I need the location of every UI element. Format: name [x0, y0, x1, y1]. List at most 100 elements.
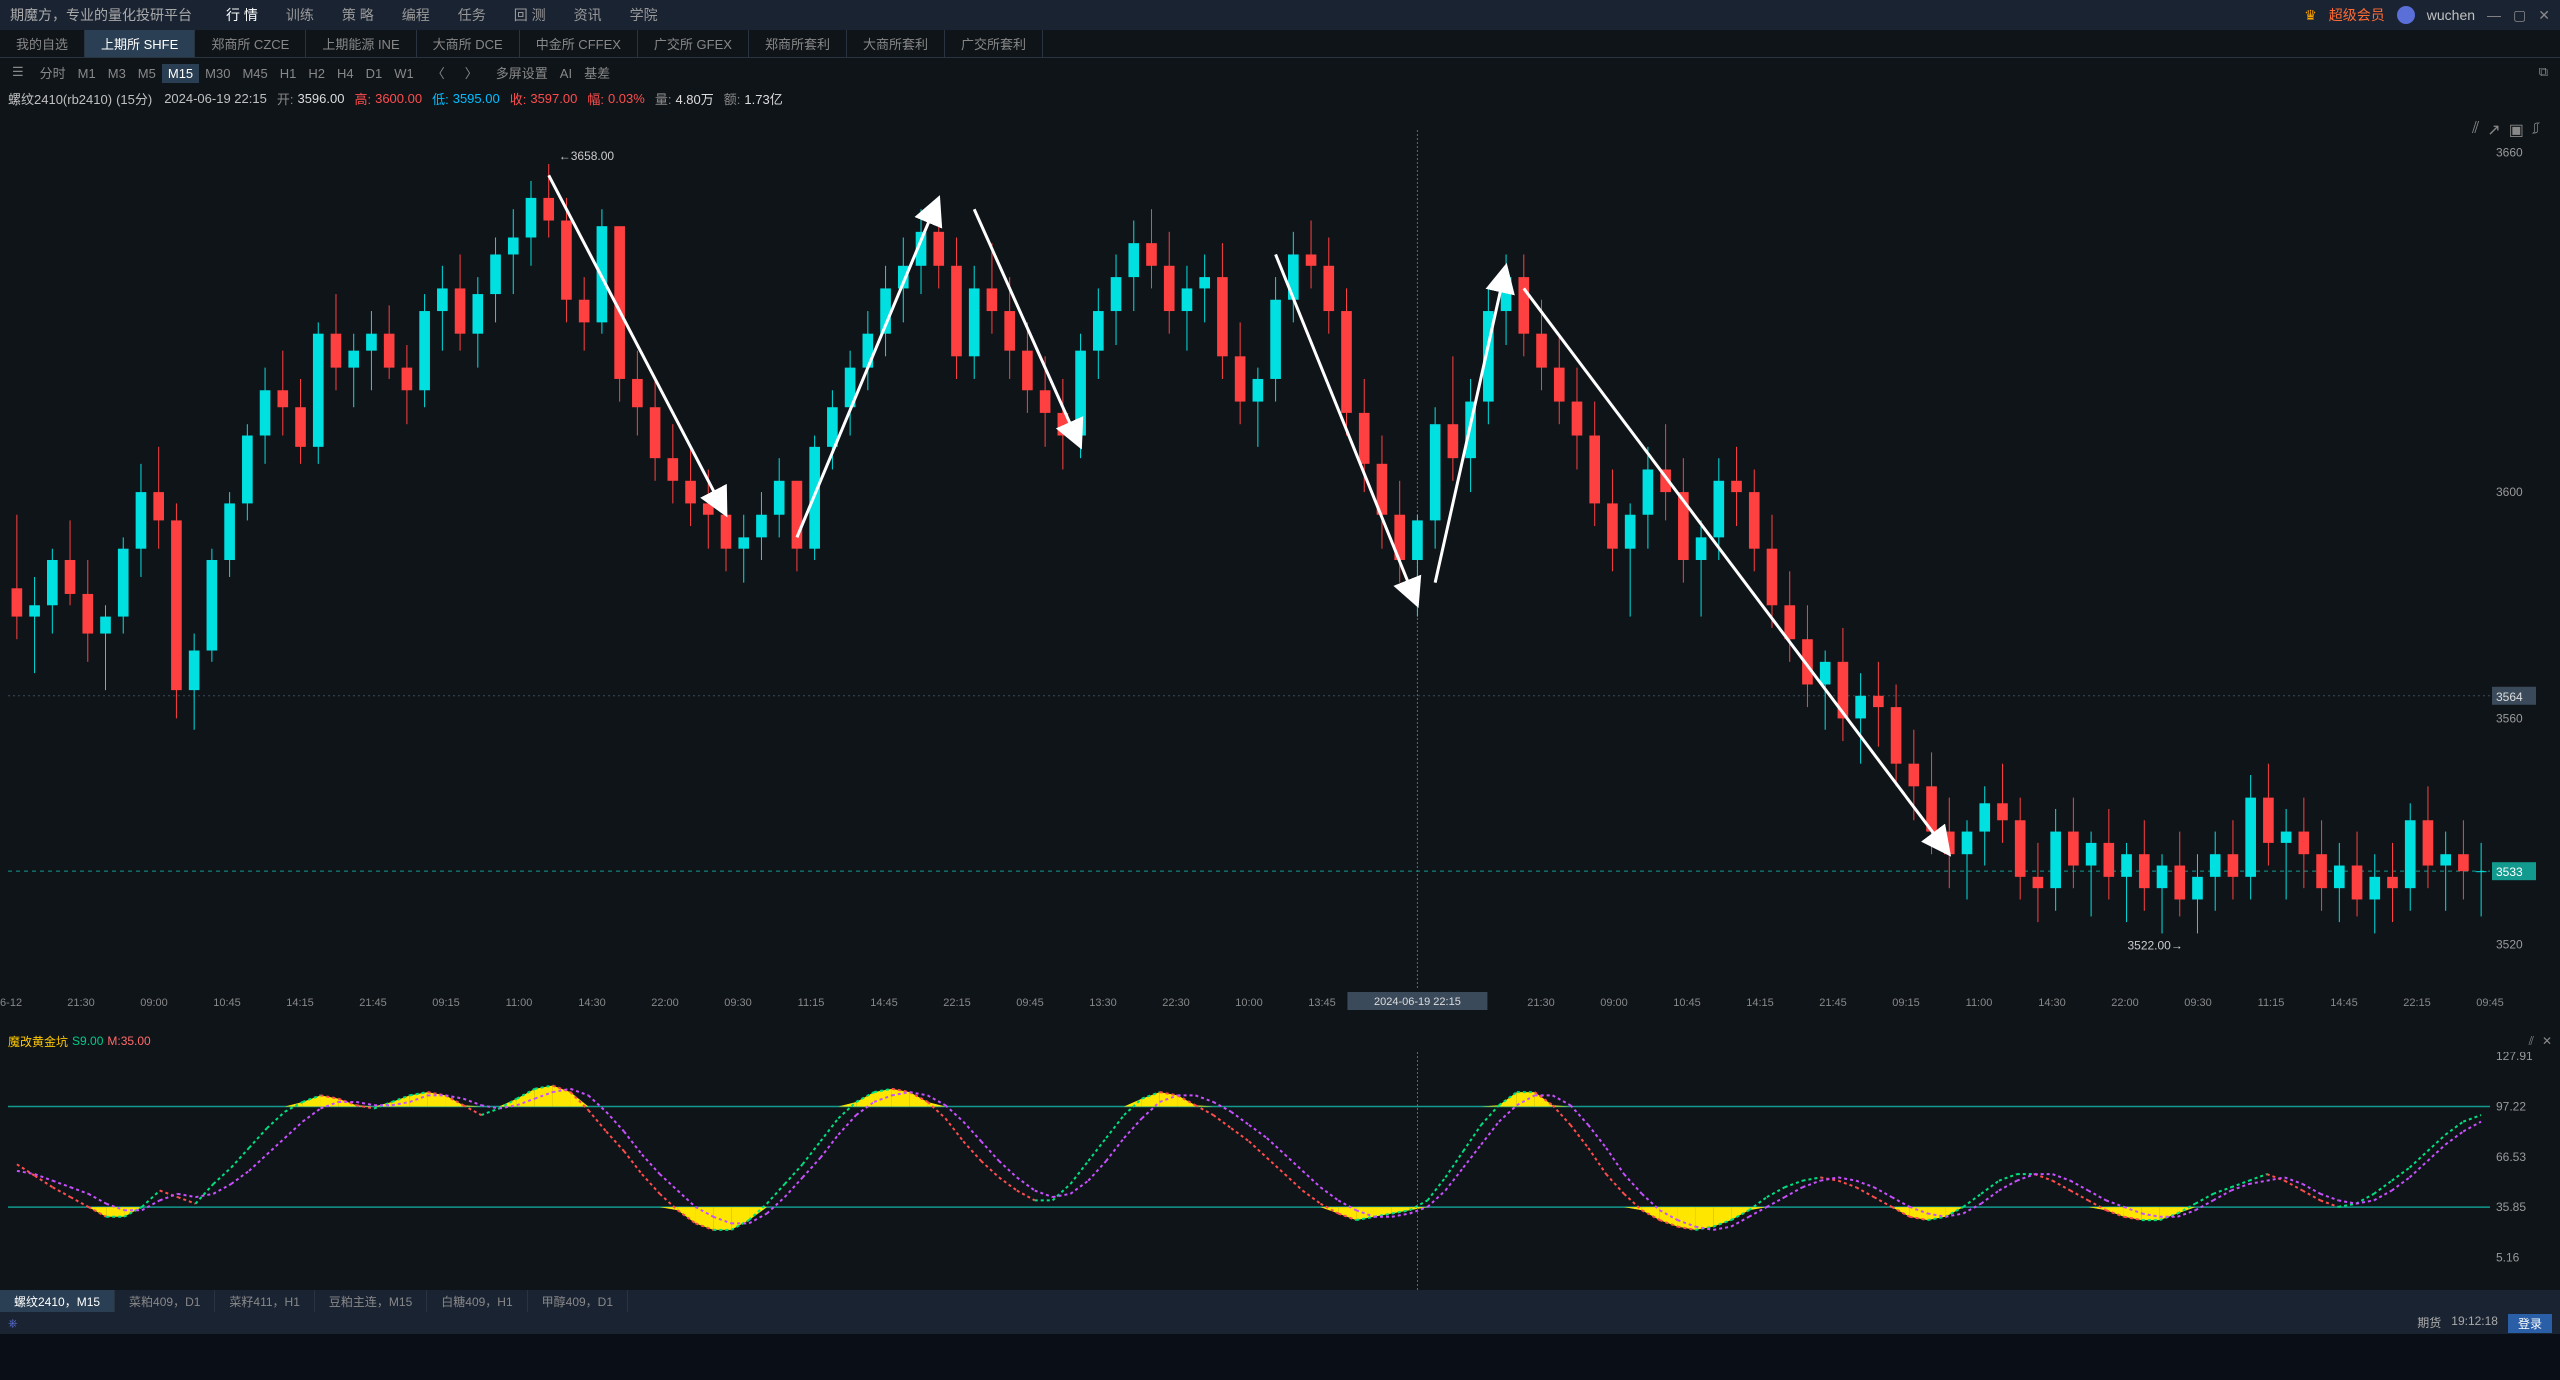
svg-text:11:15: 11:15	[2258, 997, 2285, 1009]
open-val: 3596.00	[297, 91, 344, 106]
close-icon[interactable]: ✕	[2538, 7, 2550, 24]
vip-label[interactable]: 超级会员	[2329, 5, 2385, 25]
tf-H2[interactable]: H2	[302, 64, 331, 83]
svg-text:3660: 3660	[2496, 146, 2523, 160]
tf-extra-2[interactable]: 基差	[578, 64, 616, 83]
svg-text:06-12: 06-12	[0, 997, 22, 1009]
bottom-tab-1[interactable]: 菜粕409，D1	[115, 1290, 215, 1312]
tf-M15[interactable]: M15	[162, 64, 199, 83]
exchange-tab-9[interactable]: 广交所套利	[945, 30, 1043, 57]
svg-text:3520: 3520	[2496, 938, 2523, 952]
next-icon[interactable]: 〉	[457, 63, 486, 82]
status-icon[interactable]: ⎈	[8, 1316, 18, 1331]
low-lbl: 低:	[432, 89, 449, 108]
tf-M30[interactable]: M30	[199, 64, 236, 83]
login-button[interactable]: 登录	[2508, 1314, 2552, 1333]
bottom-tab-3[interactable]: 豆粕主连，M15	[315, 1290, 427, 1312]
popout-icon[interactable]: ⧉	[2533, 64, 2554, 80]
indicator-param2: M:35.00	[107, 1034, 150, 1048]
exchange-tab-1[interactable]: 上期所 SHFE	[85, 30, 195, 57]
menu-3[interactable]: 编程	[402, 7, 430, 23]
tf-W1[interactable]: W1	[388, 64, 420, 83]
crown-icon: ♛	[2304, 7, 2317, 24]
chart-tool-4-icon[interactable]: ⎎	[2532, 120, 2540, 140]
prev-icon[interactable]: 〈	[424, 63, 453, 82]
svg-text:14:45: 14:45	[870, 997, 898, 1009]
tf-M5[interactable]: M5	[132, 64, 162, 83]
exchange-tab-0[interactable]: 我的自选	[0, 30, 85, 57]
svg-text:3560: 3560	[2496, 711, 2523, 725]
bottom-tab-0[interactable]: 螺纹2410，M15	[0, 1290, 115, 1312]
menu-4[interactable]: 任务	[458, 7, 486, 23]
tf-D1[interactable]: D1	[360, 64, 389, 83]
bottom-tab-5[interactable]: 甲醇409，D1	[528, 1290, 628, 1312]
tf-分时[interactable]: 分时	[34, 64, 72, 83]
svg-text:66.53: 66.53	[2496, 1150, 2526, 1164]
chg-val: 0.03%	[608, 91, 645, 106]
svg-text:10:45: 10:45	[1673, 997, 1701, 1009]
svg-text:22:00: 22:00	[2111, 997, 2139, 1009]
exchange-tab-4[interactable]: 大商所 DCE	[417, 30, 520, 57]
svg-text:09:15: 09:15	[1892, 997, 1920, 1009]
svg-text:13:30: 13:30	[1089, 997, 1117, 1009]
exchange-tab-7[interactable]: 郑商所套利	[749, 30, 847, 57]
exchange-tab-8[interactable]: 大商所套利	[847, 30, 945, 57]
svg-text:09:00: 09:00	[140, 997, 168, 1009]
datetime-label: 2024-06-19 22:15	[164, 91, 267, 106]
svg-text:09:00: 09:00	[1600, 997, 1628, 1009]
exchange-tab-5[interactable]: 中金所 CFFEX	[520, 30, 638, 57]
exchange-tab-6[interactable]: 广交所 GFEX	[638, 30, 749, 57]
svg-text:←3658.00: ←3658.00	[559, 149, 615, 163]
high-val: 3600.00	[375, 91, 422, 106]
avatar-icon[interactable]	[2397, 6, 2415, 24]
tf-M3[interactable]: M3	[102, 64, 132, 83]
close-val: 3597.00	[530, 91, 577, 106]
list-icon[interactable]: ☰	[6, 62, 30, 82]
svg-text:21:45: 21:45	[359, 997, 387, 1009]
bottom-tab-4[interactable]: 白糖409，H1	[427, 1290, 527, 1312]
svg-text:22:30: 22:30	[1162, 997, 1190, 1009]
chart-tool-1-icon[interactable]: ⫽	[2472, 120, 2479, 140]
open-lbl: 开:	[277, 89, 294, 108]
menu-0[interactable]: 行 情	[226, 7, 258, 23]
chg-lbl: 幅:	[587, 89, 604, 108]
menu-6[interactable]: 资讯	[574, 7, 602, 23]
tf-extra-1[interactable]: AI	[554, 64, 578, 83]
bottom-tab-2[interactable]: 菜籽411，H1	[215, 1290, 314, 1312]
tf-extra-0[interactable]: 多屏设置	[490, 64, 554, 83]
svg-text:21:30: 21:30	[67, 997, 95, 1009]
indicator-close-icon[interactable]: ✕	[2542, 1034, 2552, 1049]
indicator-panel[interactable]: 127.9197.2266.5335.855.16	[0, 1052, 2560, 1290]
username-label[interactable]: wuchen	[2427, 7, 2475, 23]
menu-5[interactable]: 回 测	[514, 7, 546, 23]
brand-label: 期魔方，专业的量化投研平台	[10, 5, 192, 25]
tf-H4[interactable]: H4	[331, 64, 360, 83]
indicator-config-icon[interactable]: ⫽	[2529, 1034, 2534, 1049]
svg-text:14:15: 14:15	[286, 997, 314, 1009]
exchange-tab-2[interactable]: 郑商所 CZCE	[195, 30, 306, 57]
svg-text:22:00: 22:00	[651, 997, 679, 1009]
menu-1[interactable]: 训练	[286, 7, 314, 23]
exchange-tab-3[interactable]: 上期能源 INE	[306, 30, 416, 57]
svg-text:21:30: 21:30	[1527, 997, 1555, 1009]
menu-2[interactable]: 策 略	[342, 7, 374, 23]
minimize-icon[interactable]: —	[2487, 7, 2501, 23]
svg-text:3533: 3533	[2496, 865, 2523, 879]
chart-tool-3-icon[interactable]: ▣	[2509, 120, 2524, 140]
maximize-icon[interactable]: ▢	[2513, 7, 2526, 24]
svg-text:10:00: 10:00	[1235, 997, 1263, 1009]
exchange-tabs: 我的自选上期所 SHFE郑商所 CZCE上期能源 INE大商所 DCE中金所 C…	[0, 30, 2560, 58]
vol-val: 4.80万	[675, 89, 713, 108]
menu-7[interactable]: 学院	[630, 7, 658, 23]
tf-M45[interactable]: M45	[236, 64, 273, 83]
svg-text:3522.00→: 3522.00→	[2127, 938, 2182, 952]
chart-tool-2-icon[interactable]: ↗	[2487, 120, 2500, 140]
svg-text:5.16: 5.16	[2496, 1251, 2520, 1265]
tf-M1[interactable]: M1	[72, 64, 102, 83]
amt-val: 1.73亿	[744, 89, 782, 108]
indicator-param1: S9.00	[72, 1034, 103, 1048]
market-label: 期货	[2417, 1314, 2441, 1333]
tf-H1[interactable]: H1	[274, 64, 303, 83]
svg-text:3600: 3600	[2496, 485, 2523, 499]
main-chart[interactable]: 36603600356435603533352035333564←3658.00…	[0, 110, 2560, 1030]
